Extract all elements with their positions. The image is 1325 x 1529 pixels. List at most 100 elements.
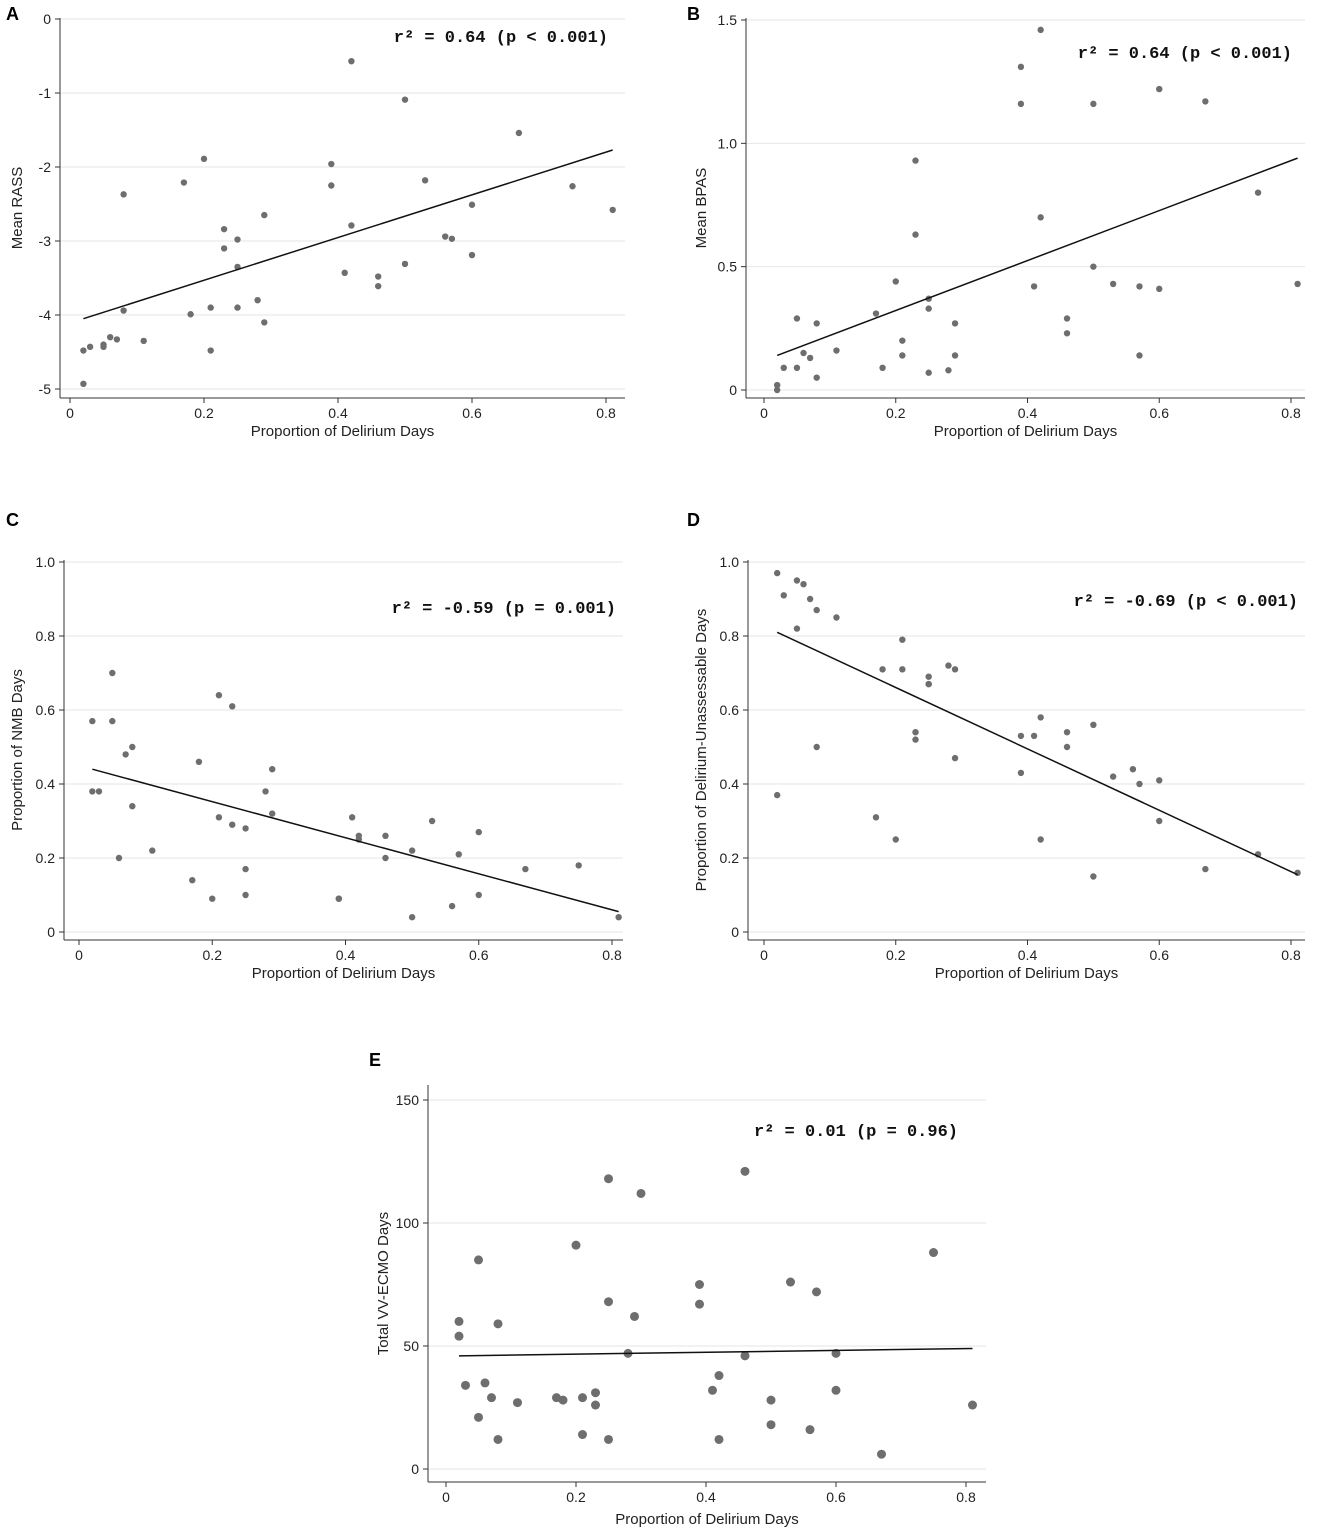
panel-e-point: [591, 1400, 600, 1410]
panel-d-ytick-label: 0.6: [720, 702, 740, 718]
panel-c-ytick-label: 0.2: [36, 850, 56, 866]
panel-d-point: [1030, 732, 1038, 740]
panel-a-point: [261, 211, 268, 219]
panel-e-point: [474, 1255, 483, 1265]
panel-a-annotation: r² = 0.64 (p < 0.001): [394, 29, 608, 48]
panel-d-point: [879, 666, 886, 673]
panel-d-fit-line: [776, 631, 1298, 876]
panel-b-point: [899, 337, 906, 344]
panel-c-point: [475, 828, 482, 836]
panel-d-letter: D: [687, 510, 700, 530]
panel-a-ytick-label: 0: [43, 11, 51, 27]
panel-d-point: [892, 836, 899, 843]
panel-e-xtick-label: 0.6: [826, 1489, 846, 1505]
panel-c-xtick-label: 0.6: [469, 947, 489, 963]
panel-e-y-title: Total VV-ECMO Days: [375, 1212, 392, 1355]
panel-c-xtick-label: 0.8: [602, 947, 622, 963]
panel-b-y-title: Mean BPAS: [693, 168, 710, 249]
panel-b-point: [1090, 263, 1097, 270]
panel-e-ytick-label: 50: [403, 1338, 419, 1354]
panel-e-point: [571, 1240, 581, 1250]
panel-d-point: [800, 581, 807, 588]
panel-b-point: [945, 367, 952, 374]
panel-b-point: [1254, 189, 1262, 196]
panel-a-point: [468, 201, 476, 208]
panel-a-point: [207, 304, 214, 311]
panel-e-xtick-label: 0: [442, 1489, 450, 1505]
panel-c-point: [355, 832, 363, 839]
panel-e-point: [558, 1395, 568, 1405]
panel-a-letter: A: [6, 4, 19, 24]
panel-b-point: [1156, 85, 1163, 93]
panel-a-point: [448, 235, 456, 242]
panel-d-point: [912, 729, 919, 736]
panel-c-point: [89, 788, 96, 795]
panel-e-annotation: r² = 0.01 (p = 0.96): [754, 1123, 958, 1142]
panel-b-ytick-label: 0.5: [718, 259, 738, 275]
panel-e-ytick-label: 0: [411, 1461, 419, 1477]
panel-d-point: [945, 662, 952, 669]
panel-c-point: [475, 891, 482, 899]
panel-b-point: [800, 349, 807, 357]
panel-d-point: [1037, 836, 1044, 843]
panel-b-point: [1156, 285, 1163, 293]
panel-a-point: [421, 177, 429, 184]
panel-c-point: [382, 832, 389, 839]
panel-b-xtick-label: 0.8: [1281, 405, 1301, 421]
panel-c-point: [408, 914, 416, 921]
panel-a-xtick-label: 0: [66, 405, 74, 421]
panel-b-xtick-label: 0.2: [886, 405, 906, 421]
panel-e-point: [708, 1385, 717, 1395]
panel-a-point: [80, 380, 87, 388]
panel-c-point: [242, 865, 249, 873]
panel-c-point: [129, 803, 136, 810]
panel-b-point: [813, 320, 820, 327]
panel-d-x-title: Proportion of Delirium Days: [935, 965, 1118, 982]
panel-e-point: [805, 1425, 815, 1435]
panel-e-point: [578, 1393, 587, 1403]
panel-b-annotation: r² = 0.64 (p < 0.001): [1078, 45, 1292, 64]
panel-b-xtick-label: 0.4: [1018, 405, 1038, 421]
panel-a-point: [569, 183, 576, 190]
panel-c-point: [269, 810, 276, 817]
panel-b-point: [925, 369, 932, 376]
panel-d-point: [925, 680, 932, 688]
panel-c-point: [448, 902, 456, 910]
panel-a-fit-line: [83, 149, 613, 320]
panel-d-ytick-label: 0.4: [720, 776, 740, 792]
panel-b-ytick-label: 1.0: [718, 135, 738, 151]
panel-e-point: [877, 1449, 886, 1459]
panel-e-point: [604, 1174, 613, 1184]
panel-c-point: [129, 743, 136, 751]
panel-d-point: [813, 606, 820, 614]
panel-e-point: [454, 1331, 464, 1341]
panel-a-ytick-label: -4: [39, 307, 52, 323]
panel-c-fit-line: [92, 768, 619, 913]
panel-d-xtick-label: 0.4: [1018, 947, 1038, 963]
panel-c-point: [382, 854, 389, 862]
panel-a-ytick-label: -5: [39, 381, 52, 397]
panel-e-point: [740, 1166, 750, 1176]
panel-b-point: [1063, 315, 1071, 322]
panel-e-point: [714, 1371, 724, 1381]
panel-b-xtick-label: 0: [760, 405, 768, 421]
panel-e-point: [740, 1351, 750, 1361]
panel-d-xtick-label: 0.8: [1281, 947, 1301, 963]
panel-b-point: [951, 320, 959, 327]
panel-a-ytick-label: -2: [39, 159, 52, 175]
panel-d-point: [1202, 865, 1209, 873]
panel-d-point: [780, 592, 787, 599]
panel-e-xtick-label: 0.8: [956, 1489, 976, 1505]
panel-a-y-title: Mean RASS: [9, 167, 26, 250]
panel-d-point: [951, 666, 959, 673]
panel-c-point: [408, 847, 416, 854]
panel-b-point: [1017, 63, 1025, 71]
panel-d-point: [1090, 873, 1097, 880]
panel-b-point: [1090, 100, 1097, 108]
panel-d-point: [1063, 743, 1071, 751]
panel-a-point: [100, 343, 107, 351]
panel-b-point: [813, 374, 820, 381]
panel-c-y-title: Proportion of NMB Days: [9, 669, 26, 831]
panel-c-point: [522, 865, 529, 873]
panel-b-point: [773, 386, 781, 394]
